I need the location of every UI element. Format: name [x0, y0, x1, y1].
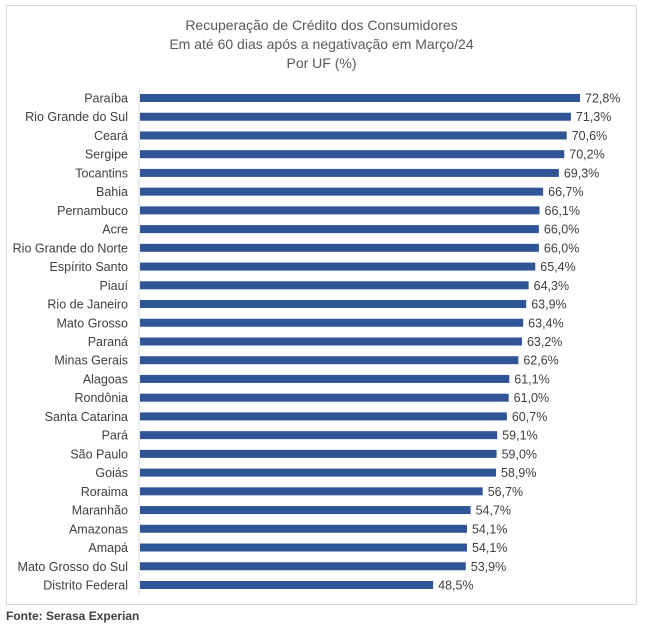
- bar: [140, 487, 483, 496]
- bar: [140, 393, 509, 402]
- category-label: Rondônia: [74, 391, 128, 405]
- data-label: 61,0%: [514, 391, 549, 405]
- category-label: Goiás: [95, 466, 128, 480]
- category-label: Paraíba: [84, 92, 128, 106]
- data-label: 66,1%: [545, 204, 580, 218]
- bar: [140, 580, 434, 589]
- bar: [140, 187, 544, 196]
- data-label: 66,0%: [544, 223, 579, 237]
- category-label: Rio Grande do Norte: [13, 241, 128, 255]
- category-label: Tocantins: [75, 166, 128, 180]
- bar: [140, 449, 497, 458]
- data-label: 64,3%: [534, 279, 569, 293]
- bar: [140, 225, 539, 234]
- data-label: 59,1%: [502, 429, 537, 443]
- data-label: 56,7%: [488, 485, 523, 499]
- bar: [140, 300, 527, 309]
- chart-title: Recuperação de Crédito dos Consumidores: [185, 17, 458, 33]
- chart-title-block: Recuperação de Crédito dos Consumidores …: [6, 16, 637, 73]
- data-label: 66,0%: [544, 241, 579, 255]
- category-label: Pará: [102, 429, 128, 443]
- data-label: 63,2%: [527, 335, 562, 349]
- data-label: 63,4%: [528, 316, 563, 330]
- category-label: Piauí: [100, 279, 129, 293]
- bar: [140, 562, 466, 571]
- category-label: Sergipe: [85, 148, 128, 162]
- bar: [140, 168, 559, 177]
- data-label: 69,3%: [564, 166, 599, 180]
- category-label: Maranhão: [72, 504, 128, 518]
- data-label: 65,4%: [540, 260, 575, 274]
- category-label: Distrito Federal: [43, 578, 128, 592]
- data-label: 58,9%: [501, 466, 536, 480]
- data-label: 62,6%: [523, 354, 558, 368]
- category-label: Ceará: [94, 129, 128, 143]
- data-label: 70,6%: [572, 129, 607, 143]
- category-label: Paraná: [88, 335, 128, 349]
- data-label: 54,1%: [472, 541, 507, 555]
- category-label: Mato Grosso do Sul: [18, 560, 128, 574]
- category-label: Roraima: [81, 485, 128, 499]
- bar: [140, 506, 471, 515]
- data-label: 60,7%: [512, 410, 547, 424]
- bar: [140, 337, 522, 346]
- bar: [140, 131, 567, 140]
- category-label: Rio Grande do Sul: [25, 110, 128, 124]
- bar: [140, 318, 524, 327]
- bar: [140, 94, 580, 102]
- category-label: Acre: [102, 223, 128, 237]
- bar: [140, 431, 498, 440]
- category-label: São Paulo: [70, 447, 128, 461]
- category-label: Alagoas: [83, 372, 128, 386]
- bar: [140, 150, 565, 159]
- bar: [140, 374, 510, 383]
- data-label: 72,8%: [585, 92, 620, 106]
- chart-subtitle: Em até 60 dias após a negativação em Mar…: [169, 36, 474, 52]
- category-label: Amapá: [88, 541, 128, 555]
- category-label: Bahia: [96, 185, 128, 199]
- chart-unit-label: Por UF (%): [286, 55, 357, 71]
- bar: [140, 112, 571, 121]
- data-label: 70,2%: [569, 148, 604, 162]
- data-label: 61,1%: [514, 372, 549, 386]
- data-label: 53,9%: [471, 560, 506, 574]
- bar: [140, 262, 536, 271]
- bar: [140, 281, 529, 290]
- data-label: 48,5%: [438, 578, 473, 592]
- category-label: Mato Grosso: [56, 316, 128, 330]
- data-label: 63,9%: [531, 298, 566, 312]
- bar: [140, 543, 467, 552]
- category-label: Santa Catarina: [45, 410, 128, 424]
- bar: [140, 412, 507, 421]
- category-label: Amazonas: [69, 522, 128, 536]
- category-label: Pernambuco: [57, 204, 128, 218]
- data-label: 71,3%: [576, 110, 611, 124]
- bar: [140, 468, 496, 477]
- bar: [140, 356, 519, 365]
- bar: [140, 524, 467, 533]
- bar: [140, 206, 540, 215]
- bar: [140, 243, 539, 252]
- source-note: Fonte: Serasa Experian: [6, 609, 140, 623]
- data-label: 66,7%: [548, 185, 583, 199]
- data-label: 54,7%: [476, 504, 511, 518]
- category-label: Espírito Santo: [49, 260, 128, 274]
- category-label: Rio de Janeiro: [47, 298, 128, 312]
- data-label: 59,0%: [502, 447, 537, 461]
- category-label: Minas Gerais: [54, 354, 128, 368]
- data-label: 54,1%: [472, 522, 507, 536]
